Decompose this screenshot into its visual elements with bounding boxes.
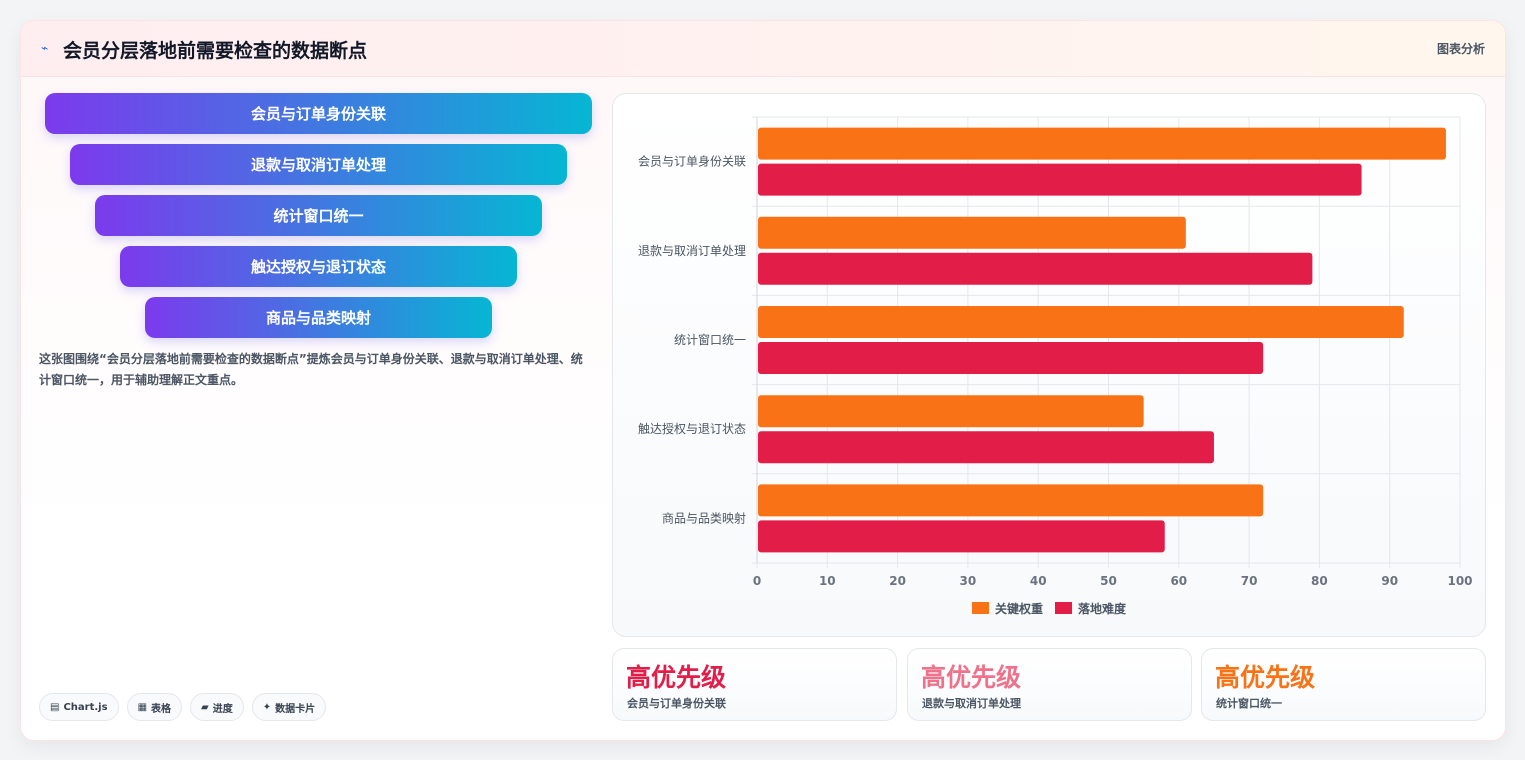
feature-chips: ▤ Chart.js ▦ 表格 ▰ 进度 ✦ 数据卡片: [39, 693, 327, 721]
progress-icon: ▰: [201, 701, 209, 713]
bar-difficulty: [758, 252, 1313, 285]
card-header: ⌁ 会员分层落地前需要检查的数据断点 图表分析: [21, 21, 1505, 77]
bar-difficulty: [758, 431, 1214, 464]
chip-table[interactable]: ▦ 表格: [126, 693, 183, 721]
x-tick-label: 10: [819, 574, 836, 588]
bar-weight: [758, 395, 1144, 428]
sparkle-icon: ✦: [262, 701, 272, 713]
funnel-step: 统计窗口统一: [95, 195, 542, 236]
bar-difficulty: [758, 163, 1362, 196]
stat-value: 高优先级: [1215, 663, 1316, 692]
funnel-step-label: 统计窗口统一: [273, 207, 364, 225]
x-tick-label: 40: [1030, 574, 1047, 588]
funnel-step: 商品与品类映射: [145, 297, 492, 338]
x-tick-label: 50: [1100, 574, 1117, 588]
x-tick-label: 80: [1311, 574, 1328, 588]
stat-label: 退款与取消订单处理: [922, 697, 1021, 710]
funnel-step: 会员与订单身份关联: [45, 93, 592, 134]
y-tick-label: 触达授权与退订状态: [638, 421, 746, 436]
chip-label: 数据卡片: [275, 703, 316, 715]
stat-label: 会员与订单身份关联: [627, 697, 726, 710]
stat-label: 统计窗口统一: [1216, 697, 1282, 710]
x-tick-label: 60: [1170, 574, 1187, 588]
page-title: 会员分层落地前需要检查的数据断点: [63, 40, 368, 62]
chip-chartjs[interactable]: ▤ Chart.js: [39, 693, 119, 721]
description-text: 这张图围绕“会员分层落地前需要检查的数据断点”提炼会员与订单身份关联、退款与取消…: [39, 352, 583, 387]
legend-label: 关键权重: [995, 601, 1043, 616]
bar-difficulty: [758, 342, 1264, 374]
y-tick-label: 统计窗口统一: [674, 333, 746, 347]
chart-icon: ▤: [50, 701, 60, 713]
y-tick-label: 商品与品类映射: [662, 510, 746, 525]
x-tick-label: 0: [753, 574, 761, 588]
stat-card: 高优先级 退款与取消订单处理: [907, 648, 1192, 721]
bar-chart: 0 10 20 30 40 50 60 70 80 90 100 会员与订单身份关联退款与取消订单处理…: [638, 116, 1473, 616]
x-tick-label: 30: [960, 574, 977, 588]
chip-label: Chart.js: [63, 701, 108, 713]
funnel-step-label: 退款与取消订单处理: [250, 156, 386, 174]
table-icon: ▦: [137, 701, 148, 713]
bar-weight: [758, 216, 1186, 249]
chart-line-icon: ⌁: [41, 41, 49, 55]
bar-weight: [758, 306, 1404, 338]
funnel-step-label: 会员与订单身份关联: [250, 105, 386, 123]
stat-value: 高优先级: [626, 663, 727, 692]
legend-swatch: [972, 602, 989, 614]
funnel-step: 退款与取消订单处理: [70, 144, 567, 185]
chart-panel: 0 10 20 30 40 50 60 70 80 90 100 会员与订单身份关联 退款与取消订单处理…: [612, 93, 1486, 637]
legend-swatch: [1055, 602, 1072, 614]
chip-data-card[interactable]: ✦ 数据卡片: [251, 693, 327, 721]
x-tick-label: 20: [889, 574, 906, 588]
stat-card: 高优先级 会员与订单身份关联: [612, 648, 897, 721]
stat-value: 高优先级: [921, 663, 1022, 692]
chip-label: 表格: [151, 703, 172, 715]
x-tick-label: 90: [1381, 574, 1398, 588]
bar-difficulty: [758, 520, 1165, 553]
funnel-step-label: 触达授权与退订状态: [250, 258, 386, 276]
y-tick-label: 退款与取消订单处理: [638, 244, 746, 258]
chip-label: 进度: [212, 703, 233, 715]
x-tick-label: 100: [1447, 574, 1472, 588]
y-tick-label: 会员与订单身份关联: [638, 154, 746, 169]
bar-weight: [758, 127, 1446, 160]
category-tag: 图表分析: [1436, 42, 1485, 56]
bar-weight: [758, 484, 1264, 517]
main-card: ⌁ 会员分层落地前需要检查的数据断点 图表分析 会员与订单身份关联 退款与取消订…: [20, 20, 1506, 741]
stat-card: 高优先级 统计窗口统一: [1201, 648, 1486, 721]
legend-label: 落地难度: [1078, 601, 1127, 616]
x-tick-label: 70: [1241, 574, 1258, 588]
chip-progress[interactable]: ▰ 进度: [190, 693, 244, 721]
funnel-step-label: 商品与品类映射: [265, 309, 371, 327]
funnel-step: 触达授权与退订状态: [120, 246, 517, 287]
